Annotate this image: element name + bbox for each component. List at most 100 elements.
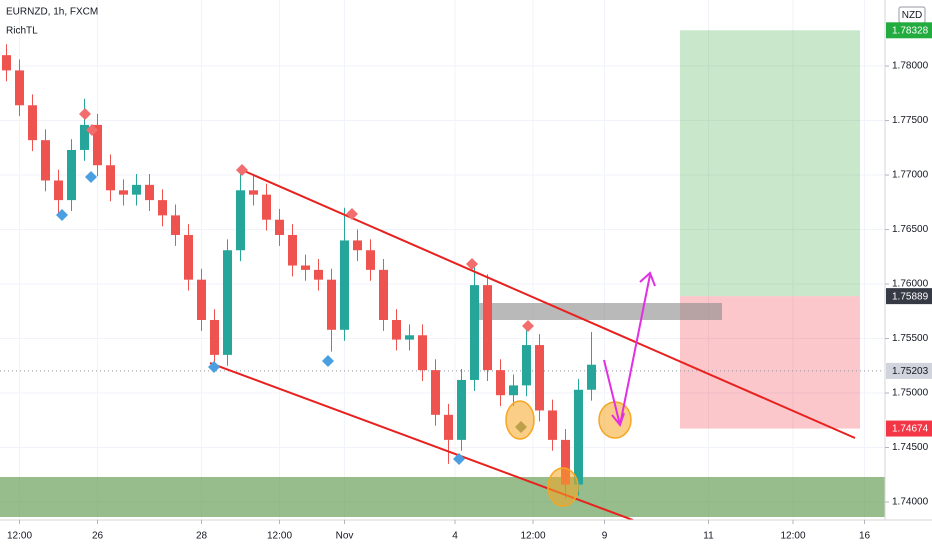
resistance-zone [478, 303, 722, 320]
candle-body [171, 215, 180, 235]
y-tick-label: 1.78000 [892, 61, 929, 72]
marker [79, 108, 91, 120]
candle-body [535, 345, 544, 411]
circle [547, 467, 579, 507]
candle-body [28, 105, 37, 141]
channel-upper [241, 169, 856, 439]
candle-body [275, 219, 284, 235]
axis-labels: 1.74000 1.74500 1.75000 1.75500 1.76000 1.765… [7, 22, 932, 542]
price-label-box [886, 362, 932, 379]
candle-body [132, 184, 141, 195]
marker [85, 171, 97, 183]
high-markers [79, 108, 534, 332]
candle-body [392, 320, 401, 340]
candle-body [184, 234, 193, 280]
candle-body [340, 240, 349, 330]
candle-body [301, 265, 310, 270]
candle-body [2, 55, 11, 71]
time-axis [0, 520, 932, 550]
candle-body [54, 180, 63, 201]
x-tick-label: 11 [703, 531, 714, 542]
candle-body [145, 184, 154, 201]
candle-body [353, 240, 362, 251]
indicator-name: RichTL [6, 26, 38, 37]
candle-body [106, 165, 115, 191]
x-tick-label: 9 [602, 531, 608, 542]
candle-body [80, 124, 89, 150]
x-tick-label: 26 [92, 531, 104, 542]
grid [0, 0, 884, 520]
y-tick-label: 1.76500 [892, 224, 929, 235]
candle-body [210, 320, 219, 355]
marker [236, 164, 248, 176]
price-label: 1.75203 [892, 366, 929, 377]
candle-body [197, 279, 206, 320]
candle-body [223, 250, 232, 355]
candle-body [522, 345, 531, 386]
candle-body [418, 335, 427, 371]
plot-background [0, 0, 885, 520]
x-tick-label: Nov [336, 531, 354, 542]
candle-body [444, 414, 453, 440]
currency: NZD [902, 10, 923, 21]
candle-body [327, 279, 336, 330]
candle-body [405, 335, 414, 340]
candle-body [93, 124, 102, 166]
marker [346, 208, 358, 220]
support-zone [0, 477, 885, 517]
y-tick-label: 1.75500 [892, 333, 929, 344]
marker [522, 320, 534, 332]
y-tick-label: 1.74000 [892, 497, 929, 508]
marker [466, 258, 478, 270]
candle-body [288, 234, 297, 266]
candle-body [431, 370, 440, 415]
candle-body [574, 389, 583, 485]
marker [208, 361, 220, 373]
candle-body [41, 140, 50, 181]
price-label: 1.78328 [892, 25, 929, 36]
candle-body [561, 439, 570, 485]
candle-body [587, 364, 596, 390]
x-tick-label: 28 [196, 531, 208, 542]
x-tick-label: 16 [859, 531, 871, 542]
candle-body [314, 269, 323, 280]
candle-body [548, 410, 557, 440]
x-tick-label: 4 [452, 531, 458, 542]
y-tick-label: 1.74500 [892, 442, 929, 453]
x-tick-label: 12:00 [267, 531, 292, 542]
price-label: 1.74674 [892, 424, 929, 435]
price-label-box [886, 288, 932, 305]
projection-arrow [603, 271, 656, 428]
price-label: 1.75889 [892, 291, 929, 302]
x-tick-label: 12:00 [520, 531, 545, 542]
price-label-box [886, 420, 932, 437]
price-label-box [886, 22, 932, 39]
candle-body [509, 385, 518, 396]
candles [2, 44, 596, 499]
marker [453, 453, 465, 465]
candle-body [67, 149, 76, 201]
candle-body [119, 190, 128, 195]
x-tick-label: 12:00 [780, 531, 805, 542]
candle-body [496, 370, 505, 396]
candle-body [457, 379, 466, 440]
marker [322, 355, 334, 367]
candle-body [379, 269, 388, 320]
candle-body [366, 250, 375, 270]
x-tick-label: 12:00 [7, 531, 32, 542]
marker [86, 124, 98, 136]
candle-body [158, 200, 167, 216]
candle-body [470, 285, 479, 380]
y-tick-label: 1.75000 [892, 388, 929, 399]
y-tick-label: 1.77000 [892, 170, 929, 181]
profit-zone [680, 30, 860, 297]
arrow-head [611, 412, 625, 428]
chart-title: EURNZD, 1h, FXCM [6, 7, 98, 18]
candle-body [262, 194, 271, 220]
arrow-head [639, 271, 656, 287]
candle-body [15, 70, 24, 106]
candle-body [236, 190, 245, 251]
candle-body [483, 285, 492, 371]
